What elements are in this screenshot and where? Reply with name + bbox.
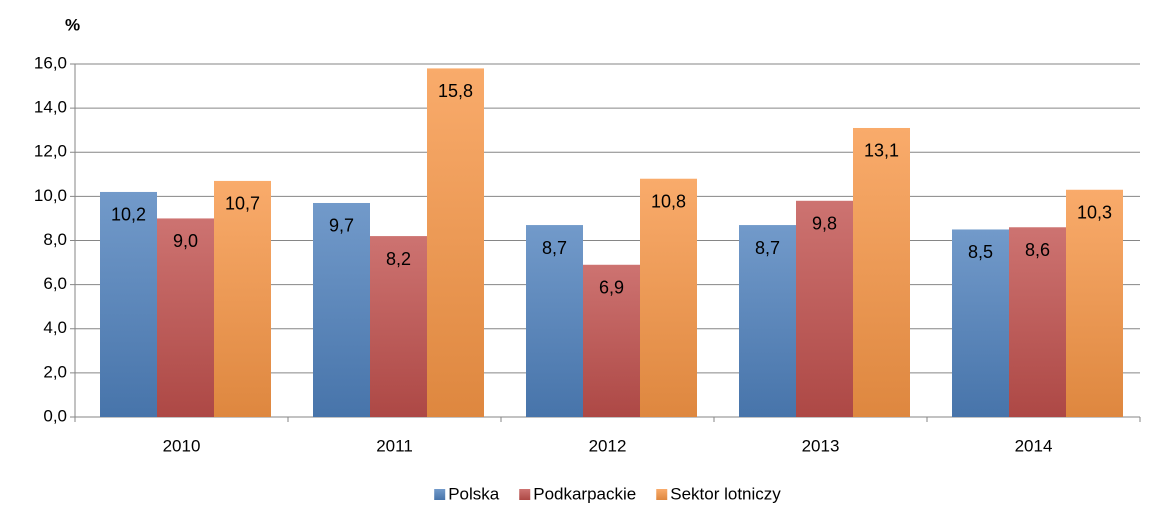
value-label: 9,0 bbox=[173, 231, 198, 251]
bar bbox=[1066, 189, 1123, 417]
x-tick-label: 2013 bbox=[802, 436, 840, 455]
y-tick-label: 14,0 bbox=[34, 98, 67, 117]
legend-swatch bbox=[656, 489, 668, 500]
y-tick-label: 6,0 bbox=[43, 274, 67, 293]
bar bbox=[853, 127, 910, 417]
bar bbox=[583, 264, 640, 417]
x-tick-label: 2011 bbox=[376, 436, 413, 455]
y-tick-label: 16,0 bbox=[34, 53, 67, 72]
value-label: 8,2 bbox=[386, 249, 411, 269]
bar bbox=[313, 202, 370, 417]
bar bbox=[370, 236, 427, 417]
bar bbox=[100, 191, 157, 417]
value-label: 9,8 bbox=[812, 214, 837, 234]
value-label: 10,2 bbox=[111, 205, 146, 225]
x-tick-label: 2010 bbox=[163, 436, 201, 455]
x-tick-label: 2014 bbox=[1015, 436, 1053, 455]
y-tick-label: 10,0 bbox=[34, 186, 67, 205]
y-axis-label: % bbox=[65, 15, 80, 34]
bar bbox=[427, 68, 484, 417]
legend-label: Sektor lotniczy bbox=[670, 484, 781, 503]
y-tick-label: 0,0 bbox=[43, 406, 67, 425]
value-label: 10,8 bbox=[651, 191, 686, 211]
x-tick-label: 2012 bbox=[589, 436, 627, 455]
bar bbox=[796, 200, 853, 417]
value-label: 6,9 bbox=[599, 278, 624, 298]
value-label: 15,8 bbox=[438, 81, 473, 101]
value-label: 8,7 bbox=[755, 238, 780, 258]
legend-label: Polska bbox=[448, 484, 500, 503]
value-label: 9,7 bbox=[329, 216, 354, 236]
bar bbox=[739, 225, 796, 417]
y-tick-label: 12,0 bbox=[34, 142, 67, 161]
bar bbox=[952, 229, 1009, 417]
y-tick-label: 8,0 bbox=[43, 230, 67, 249]
value-label: 10,7 bbox=[225, 194, 260, 214]
y-tick-label: 2,0 bbox=[43, 362, 67, 381]
bar bbox=[157, 218, 214, 417]
y-tick-label: 4,0 bbox=[43, 318, 67, 337]
legend-swatch bbox=[434, 489, 446, 500]
value-label: 8,6 bbox=[1025, 240, 1050, 260]
value-label: 8,5 bbox=[968, 242, 993, 262]
bar bbox=[640, 178, 697, 417]
value-label: 13,1 bbox=[864, 141, 899, 161]
bar bbox=[526, 225, 583, 417]
legend-swatch bbox=[519, 489, 531, 500]
value-label: 8,7 bbox=[542, 238, 567, 258]
value-label: 10,3 bbox=[1077, 203, 1112, 223]
bar bbox=[214, 180, 271, 417]
legend-label: Podkarpackie bbox=[533, 484, 636, 503]
bar bbox=[1009, 227, 1066, 417]
